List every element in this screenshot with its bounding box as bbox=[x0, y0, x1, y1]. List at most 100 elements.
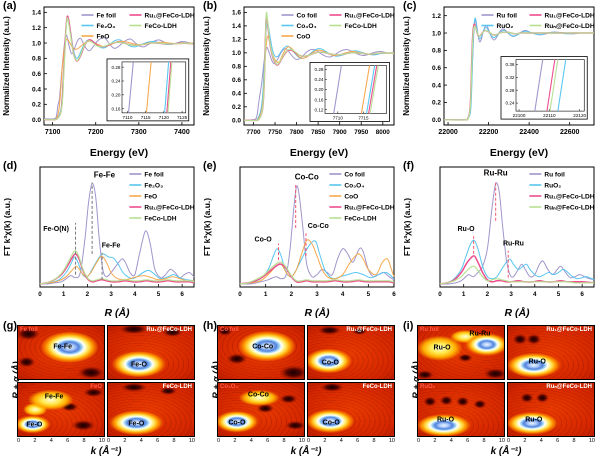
sample-label: Ru₁@FeCo-LDH bbox=[146, 327, 192, 333]
series-Fe foil bbox=[39, 183, 195, 285]
svg-text:0.28: 0.28 bbox=[112, 65, 121, 70]
svg-text:Fe-Fe: Fe-Fe bbox=[94, 170, 116, 179]
svg-text:Fe₂O₃: Fe₂O₃ bbox=[144, 182, 163, 189]
wavelet-cell: FeCo-LDH Co-O bbox=[307, 382, 395, 437]
xanes-chart-ru: 22000 22200 22400 22600 0.0 0.2 0.4 0.6 0.8 1.0 1.… bbox=[400, 0, 600, 160]
bond-label: Co-Co bbox=[252, 343, 274, 351]
svg-text:FeCo-LDH: FeCo-LDH bbox=[345, 23, 377, 30]
bond-label: Ru-O bbox=[436, 416, 455, 424]
svg-text:Fe foil: Fe foil bbox=[97, 12, 117, 19]
svg-text:Fe₂O₃: Fe₂O₃ bbox=[97, 23, 116, 30]
svg-text:Fe foil: Fe foil bbox=[144, 171, 164, 178]
svg-text:2: 2 bbox=[486, 291, 490, 298]
svg-text:0.6: 0.6 bbox=[32, 71, 41, 78]
svg-text:6: 6 bbox=[392, 291, 396, 298]
svg-text:Ru₁@FeCo-LDH: Ru₁@FeCo-LDH bbox=[544, 193, 594, 200]
svg-text:0.20: 0.20 bbox=[112, 93, 121, 98]
svg-text:Ru-Ru: Ru-Ru bbox=[503, 241, 524, 248]
svg-text:7110: 7110 bbox=[123, 115, 133, 120]
wavelet-x-axis-label: k (Å⁻¹) bbox=[490, 446, 522, 457]
bond-label: Co-O bbox=[321, 359, 339, 367]
svg-text:Ru₁@FeCo-LDH: Ru₁@FeCo-LDH bbox=[345, 12, 395, 19]
chart-svg: 7700 7750 7800 7850 7900 7950 8000 0.0 0.2 0.4 0.6… bbox=[202, 6, 395, 159]
svg-text:Co foil: Co foil bbox=[297, 12, 318, 19]
svg-text:22200: 22200 bbox=[479, 129, 499, 136]
svg-text:Ruₙ@FeCo-LDH: Ruₙ@FeCo-LDH bbox=[545, 23, 595, 30]
chart-svg: 7100 7200 7300 7400 0.0 0.2 0.4 0.6 0.8 1.0 1.2 1.4… bbox=[2, 6, 195, 159]
svg-text:3: 3 bbox=[315, 291, 319, 298]
svg-text:5: 5 bbox=[367, 291, 371, 298]
wavelet-cell: Ru₁@FeCo-LDH Ru-O bbox=[507, 325, 595, 380]
panel-f: (f) 0 1 2 3 4 5 6 R (Å) FT k³χ(k) (a.u.) Ru-Ru Ru-… bbox=[400, 160, 600, 320]
svg-text:0.28: 0.28 bbox=[315, 67, 324, 72]
bond-label: Co-Co bbox=[247, 391, 269, 399]
wavelet-cell: Co₃O₄ Co-Co Co-O bbox=[217, 382, 305, 437]
xanes-chart-fe: 7100 7200 7300 7400 0.0 0.2 0.4 0.6 0.8 1.0 1.2 1.4… bbox=[0, 0, 200, 160]
svg-text:0: 0 bbox=[438, 291, 442, 298]
svg-text:22000: 22000 bbox=[438, 129, 458, 136]
svg-text:4: 4 bbox=[533, 291, 537, 298]
series-Ru₁@FeCo-LDH bbox=[39, 253, 195, 285]
svg-text:Ru foil: Ru foil bbox=[497, 12, 518, 19]
k-axis-ticks: 0 2 4 6 8 10 bbox=[507, 438, 595, 444]
svg-text:0.8: 0.8 bbox=[432, 48, 441, 55]
wavelet-cell: Co foil Co-Co bbox=[217, 325, 305, 380]
panel-e: (e) 0 1 2 3 4 5 6 R (Å) FT k³χ(k) (a.u.) Co-Co Co-… bbox=[200, 160, 400, 320]
svg-text:FeO: FeO bbox=[144, 193, 157, 200]
panel-c: (c) 22000 22200 22400 22600 0.0 0.2 0.4 0.6 0.8 1… bbox=[400, 0, 600, 160]
sample-label: FeO bbox=[90, 384, 102, 390]
wavelet-cell: Fe foil Fe-Fe bbox=[17, 325, 105, 380]
sample-label: Ru₁@FeCo-LDH bbox=[546, 327, 592, 333]
svg-text:1.0: 1.0 bbox=[32, 40, 41, 47]
svg-text:FT k³χ(k) (a.u.): FT k³χ(k) (a.u.) bbox=[2, 198, 12, 256]
panel-label-c: (c) bbox=[403, 0, 417, 12]
svg-text:0.4: 0.4 bbox=[32, 86, 41, 93]
svg-text:RuO₂: RuO₂ bbox=[497, 23, 514, 30]
svg-text:0.24: 0.24 bbox=[506, 101, 515, 106]
svg-text:7400: 7400 bbox=[174, 129, 190, 136]
series-FeCo-LDH bbox=[39, 250, 195, 285]
svg-text:1: 1 bbox=[62, 291, 66, 298]
wavelet-panel: R + α (Å) Co foil Co-Co Ru₁@FeCo-LDH Co-O Co₃… bbox=[200, 320, 400, 465]
svg-text:FT k³χ(k) (a.u.): FT k³χ(k) (a.u.) bbox=[402, 198, 412, 256]
panel-b: (b) 7700 7750 7800 7850 7900 7950 8000 0.0 0.2 0.… bbox=[200, 0, 400, 160]
svg-text:0.0: 0.0 bbox=[432, 117, 441, 124]
svg-text:FeO: FeO bbox=[97, 33, 110, 40]
svg-text:1.2: 1.2 bbox=[232, 37, 241, 44]
series-Co₃O₄ bbox=[239, 240, 395, 285]
wavelet-panel: R + α (Å) Fe foil Fe-Fe Ru₁@FeCo-LDH Fe-O FeO… bbox=[0, 320, 200, 465]
svg-text:Fe-O(N): Fe-O(N) bbox=[43, 226, 69, 233]
svg-text:0.8: 0.8 bbox=[32, 56, 41, 63]
svg-text:1.0: 1.0 bbox=[432, 30, 441, 37]
svg-text:Co-Co: Co-Co bbox=[295, 172, 319, 181]
series-Ru foil bbox=[439, 182, 595, 285]
svg-text:CoO: CoO bbox=[297, 33, 311, 40]
svg-text:Co foil: Co foil bbox=[344, 171, 365, 178]
svg-text:5: 5 bbox=[157, 291, 161, 298]
svg-text:22100: 22100 bbox=[513, 113, 526, 118]
panel-label-g: (g) bbox=[3, 320, 18, 332]
bond-label: Fe-Fe bbox=[53, 343, 73, 351]
svg-text:0.36: 0.36 bbox=[506, 62, 515, 67]
svg-text:Energy (eV): Energy (eV) bbox=[490, 147, 548, 159]
svg-text:0.24: 0.24 bbox=[112, 79, 121, 84]
panel-label-d: (d) bbox=[3, 160, 18, 172]
svg-text:0.4: 0.4 bbox=[432, 82, 441, 89]
svg-text:5: 5 bbox=[557, 291, 561, 298]
sample-label: Co foil bbox=[220, 327, 239, 333]
svg-text:Normalized Intensity (a.u.): Normalized Intensity (a.u.) bbox=[402, 16, 411, 116]
svg-text:0.16: 0.16 bbox=[112, 106, 121, 111]
wavelet-chart-fe: R + α (Å) Fe foil Fe-Fe Ru₁@FeCo-LDH Fe-O FeO… bbox=[0, 320, 200, 465]
svg-text:7125: 7125 bbox=[177, 115, 188, 120]
svg-text:RuO₂: RuO₂ bbox=[544, 182, 561, 189]
panel-label-f: (f) bbox=[403, 160, 414, 172]
panel-d: (d) 0 1 2 3 4 5 6 R (Å) FT k³χ(k) (a.u.) Fe-Fe Fe-… bbox=[0, 160, 200, 320]
svg-text:1.4: 1.4 bbox=[232, 23, 241, 30]
wavelet-panel: R + α (Å) Ru foil Ru-Ru Ru-O Ru₁@FeCo-LDH Ru-… bbox=[400, 320, 600, 465]
sample-label: FeCo-LDH bbox=[362, 384, 392, 390]
wavelet-cell: Ru₁@FeCo-LDH Co-O bbox=[307, 325, 395, 380]
svg-text:0.24: 0.24 bbox=[315, 77, 324, 82]
svg-text:3: 3 bbox=[509, 291, 513, 298]
svg-text:1.2: 1.2 bbox=[32, 25, 41, 32]
